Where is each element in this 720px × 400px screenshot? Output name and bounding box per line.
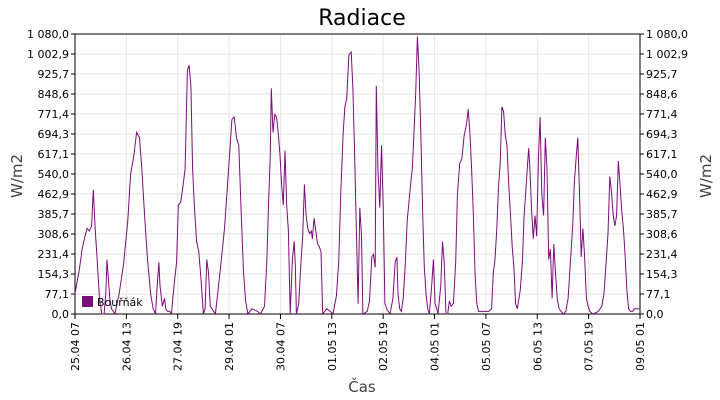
- grid-lines: [74, 33, 641, 315]
- y-tick-label: 617,1: [38, 148, 70, 161]
- y-tick-label: 540,0: [38, 168, 70, 181]
- y-tick-label: 1 080,0: [646, 28, 688, 41]
- y-tick-label: 1 002,9: [27, 48, 69, 61]
- y-tick-label: 771,4: [646, 108, 678, 121]
- legend: Bouřňák: [82, 296, 143, 309]
- x-tick-label: 06.05 13: [531, 322, 544, 371]
- x-tick-label: 27.04 19: [172, 322, 185, 371]
- y-tick-label: 925,7: [38, 68, 70, 81]
- y-tick-label: 385,7: [38, 208, 70, 221]
- legend-swatch: [82, 296, 93, 307]
- x-tick-label: 09.05 01: [634, 322, 647, 371]
- y-tick-label: 0,0: [52, 308, 70, 321]
- y-tick-label: 694,3: [646, 128, 678, 141]
- y-tick-label: 848,6: [646, 88, 678, 101]
- y-tick-label: 771,4: [38, 108, 70, 121]
- y-tick-label: 231,4: [646, 248, 678, 261]
- x-tick-label: 25.04 07: [69, 322, 82, 371]
- x-tick-label: 02.05 19: [377, 322, 390, 371]
- x-axis-label: Čas: [348, 377, 376, 396]
- y-axis-right: 0,0 77,1 154,3 231,4 308,6 385,7 462,9 540,0 617…: [640, 28, 688, 321]
- legend-label: Bouřňák: [97, 296, 143, 309]
- y-tick-label: 462,9: [646, 188, 678, 201]
- y-tick-label: 848,6: [38, 88, 70, 101]
- x-tick-label: 05.05 07: [480, 322, 493, 371]
- series-line: [74, 36, 640, 316]
- y-tick-label: 77,1: [45, 288, 70, 301]
- y-tick-label: 1 002,9: [646, 48, 688, 61]
- x-tick-label: 01.05 13: [326, 322, 339, 371]
- y-tick-label: 540,0: [646, 168, 678, 181]
- y-tick-label: 1 080,0: [27, 28, 69, 41]
- x-tick-label: 30.04 07: [274, 322, 287, 371]
- y-tick-label: 77,1: [646, 288, 671, 301]
- y-tick-label: 231,4: [38, 248, 70, 261]
- y-tick-label: 308,6: [38, 228, 70, 241]
- y-axis-label-left: W/m2: [8, 154, 26, 198]
- x-tick-label: 07.05 19: [583, 322, 596, 371]
- chart-title: Radiace: [318, 6, 405, 31]
- y-tick-label: 0,0: [646, 308, 664, 321]
- y-tick-label: 308,6: [646, 228, 678, 241]
- x-tick-label: 29.04 01: [223, 322, 236, 371]
- y-tick-label: 154,3: [38, 268, 70, 281]
- y-tick-label: 462,9: [38, 188, 70, 201]
- x-axis: 25.04 07 26.04 13 27.04 19 29.04 01 30.04 07…: [69, 314, 647, 371]
- y-axis-label-right: W/m2: [697, 154, 715, 198]
- y-tick-label: 617,1: [646, 148, 678, 161]
- x-tick-label: 26.04 13: [120, 322, 133, 371]
- y-tick-label: 154,3: [646, 268, 678, 281]
- y-tick-label: 694,3: [38, 128, 70, 141]
- y-tick-label: 925,7: [646, 68, 678, 81]
- x-tick-label: 04.05 01: [429, 322, 442, 371]
- y-tick-label: 385,7: [646, 208, 678, 221]
- y-axis-left: 0,0 77,1 154,3 231,4 308,6 385,7 462,9 540,0 617…: [27, 28, 75, 321]
